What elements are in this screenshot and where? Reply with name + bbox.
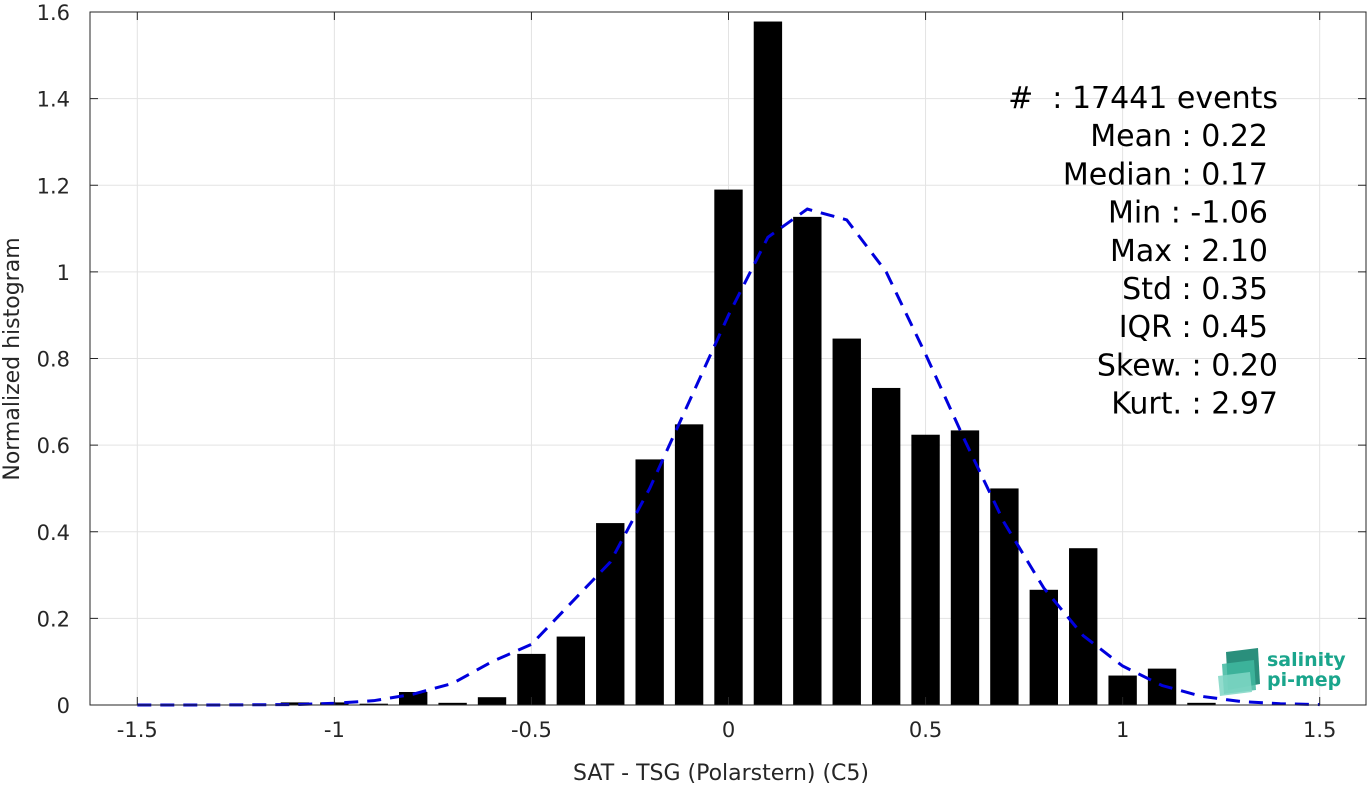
x-tick-label: 1.5 — [1303, 718, 1336, 742]
x-tick-label: 1 — [1116, 718, 1129, 742]
x-tick-label: -0.5 — [511, 718, 552, 742]
stats-line: Max : 2.10 — [1110, 234, 1268, 269]
y-tick-label: 1.4 — [37, 88, 70, 112]
logo-line-2: pi-mep — [1267, 669, 1341, 691]
x-axis-label: SAT - TSG (Polarstern) (C5) — [573, 761, 869, 785]
histogram-bar — [950, 430, 980, 705]
histogram-bar — [477, 697, 507, 705]
x-tick-label: -1 — [324, 718, 345, 742]
x-tick-label: -1.5 — [117, 718, 158, 742]
histogram-bar — [793, 216, 822, 706]
y-tick-label: 0.6 — [37, 434, 70, 458]
histogram-bar — [911, 434, 940, 705]
y-tick-label: 1.2 — [37, 174, 70, 198]
y-tick-label: 1.6 — [37, 1, 70, 25]
stats-line: Mean : 0.22 — [1090, 119, 1268, 154]
x-axis-ticks: -1.5 -1 -0.5 0 0.5 1 1.5 — [117, 12, 1336, 742]
stats-line: IQR : 0.45 — [1119, 310, 1268, 345]
histogram-bar — [399, 692, 428, 705]
histogram-bar — [1069, 548, 1098, 705]
histogram-bar — [990, 488, 1019, 705]
y-tick-label: 0 — [57, 694, 70, 718]
histogram-bar — [714, 189, 743, 706]
histogram-bar — [359, 703, 388, 705]
histogram-bar — [1029, 589, 1058, 705]
y-axis-label: Normalized histogram — [0, 237, 25, 480]
gaussian-fit-line — [137, 207, 1320, 707]
y-tick-label: 1 — [57, 261, 70, 285]
x-tick-label: 0 — [722, 718, 735, 742]
y-axis-ticks: 0 0.2 0.4 0.6 0.8 1 1.2 1.4 1.6 — [37, 1, 1366, 718]
histogram-bars — [280, 21, 1216, 706]
x-tick-label: 0.5 — [909, 718, 942, 742]
stats-line: Min : -1.06 — [1108, 196, 1268, 231]
logo-line-1: salinity — [1267, 649, 1346, 671]
y-tick-label: 0.8 — [37, 348, 70, 372]
histogram-bar — [674, 424, 704, 705]
histogram-bar — [280, 702, 310, 705]
histogram-bar — [1187, 702, 1216, 705]
y-tick-label: 0.4 — [37, 521, 70, 545]
histogram-bar — [596, 523, 625, 705]
stats-line: Std : 0.35 — [1122, 272, 1268, 307]
salinity-pi-mep-logo: salinity pi-mep — [1218, 648, 1346, 696]
stats-line: Kurt. : 2.97 — [1111, 387, 1278, 422]
stats-line: # : 17441 events — [1008, 81, 1278, 116]
histogram-bar — [871, 387, 901, 705]
histogram-bar — [832, 338, 861, 705]
stats-line: Skew. : 0.20 — [1097, 348, 1278, 383]
histogram-bar — [556, 636, 586, 705]
stats-line: Median : 0.17 — [1063, 157, 1268, 192]
wave-layers-icon — [1218, 648, 1260, 696]
histogram-bar — [753, 21, 783, 706]
fit-curve — [137, 207, 1320, 707]
histogram-bar — [438, 702, 467, 705]
histogram-bar — [635, 459, 664, 705]
y-tick-label: 0.2 — [37, 607, 70, 631]
histogram-bar — [517, 653, 546, 705]
